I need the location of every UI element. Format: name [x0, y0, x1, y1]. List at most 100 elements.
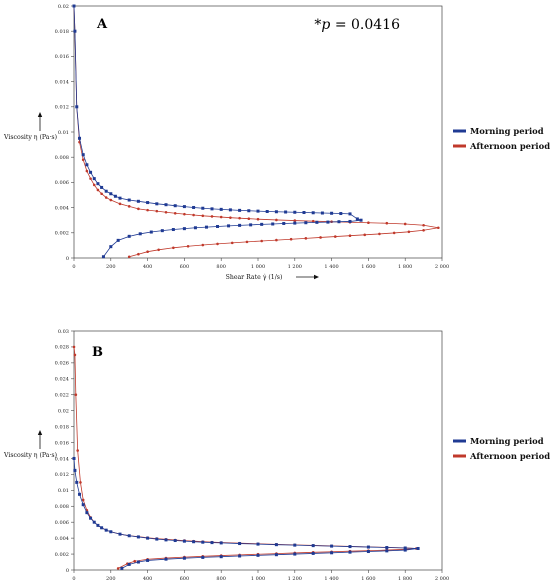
data-point-morning: [330, 544, 334, 548]
data-point-morning: [101, 255, 105, 259]
y-tick-label: 0.02: [58, 4, 69, 10]
data-point-morning: [146, 536, 150, 540]
y-tick-label: 0.01: [58, 130, 69, 136]
data-point-morning: [104, 189, 108, 193]
data-point-morning: [136, 560, 140, 564]
data-point-morning: [403, 546, 407, 550]
data-point-morning: [78, 492, 82, 496]
data-point-morning: [228, 208, 232, 212]
y-axis-arrowhead: [37, 112, 43, 117]
y-tick-label: 0.006: [55, 180, 69, 186]
data-point-morning: [201, 555, 205, 559]
x-axis-label: Shear Rate γ̇ (1/s): [226, 274, 283, 281]
data-point-afternoon: [367, 221, 370, 225]
data-point-afternoon: [422, 223, 425, 227]
panel-label: B: [92, 345, 103, 360]
data-point-afternoon: [85, 169, 89, 173]
data-point-morning: [75, 480, 79, 484]
x-tick-label: 1 800: [398, 264, 412, 270]
data-point-morning: [182, 227, 186, 231]
data-point-morning: [348, 212, 352, 216]
data-point-morning: [92, 177, 96, 181]
data-point-morning: [366, 550, 370, 554]
data-point-morning: [96, 182, 100, 186]
data-point-afternoon: [133, 559, 137, 563]
data-point-afternoon: [319, 236, 322, 239]
data-point-afternoon: [245, 240, 249, 244]
data-point-afternoon: [385, 221, 389, 225]
y-tick-label: 0.016: [55, 54, 69, 60]
legend-label-afternoon: Afternoon period: [469, 451, 550, 461]
data-point-morning: [155, 202, 159, 206]
data-point-morning: [127, 534, 131, 538]
data-point-morning: [385, 546, 389, 550]
data-point-afternoon: [109, 198, 113, 202]
data-point-afternoon: [127, 205, 131, 208]
y-tick-label: 0: [66, 256, 69, 262]
x-tick-label: 800: [216, 576, 226, 582]
data-point-morning: [238, 223, 242, 227]
data-point-afternoon: [104, 196, 108, 199]
plot-frame: [73, 330, 443, 571]
data-point-afternoon: [79, 481, 82, 484]
x-tick-label: 1 400: [324, 576, 338, 582]
data-point-afternoon: [311, 219, 315, 223]
data-point-morning: [182, 539, 186, 543]
x-tick-label: 0: [72, 264, 75, 270]
chart-panel-A: 0 0.002 0.004 0.006 0.008 0.01 0.012 0.014 0.016…: [3, 4, 550, 281]
p-value-annotation: *p = 0.0416: [314, 17, 400, 33]
data-point-afternoon: [146, 208, 149, 212]
data-point-morning: [227, 224, 231, 228]
data-point-morning: [219, 541, 223, 545]
data-point-afternoon: [238, 216, 241, 220]
y-tick-label: 0.002: [55, 231, 69, 237]
data-point-morning: [403, 548, 407, 552]
data-point-afternoon: [293, 219, 297, 222]
data-point-morning: [118, 532, 122, 536]
data-point-morning: [311, 211, 315, 215]
data-point-morning: [315, 220, 319, 224]
data-point-afternoon: [74, 393, 78, 397]
data-point-afternoon: [155, 209, 159, 213]
data-point-morning: [171, 228, 175, 232]
x-tick-label: 200: [106, 576, 116, 582]
data-point-morning: [256, 553, 260, 557]
data-point-morning: [274, 210, 278, 214]
data-point-morning: [271, 222, 275, 226]
data-point-afternoon: [363, 233, 367, 237]
data-point-afternoon: [157, 248, 160, 252]
data-point-morning: [127, 562, 131, 566]
data-point-afternoon: [127, 255, 131, 259]
y-tick-label: 0.024: [55, 377, 69, 383]
p-value-symbol: p: [321, 17, 330, 33]
y-tick-label: 0.004: [55, 536, 69, 542]
data-point-morning: [416, 546, 420, 550]
y-tick-label: 0.016: [55, 440, 69, 446]
data-point-morning: [320, 211, 324, 215]
data-point-morning: [136, 199, 140, 203]
data-point-morning: [247, 209, 251, 213]
data-point-afternoon: [172, 246, 175, 250]
data-point-morning: [330, 211, 334, 215]
data-point-morning: [326, 220, 330, 224]
data-point-morning: [75, 105, 79, 109]
data-point-morning: [118, 196, 122, 200]
data-point-morning: [238, 554, 242, 558]
data-point-afternoon: [92, 183, 96, 187]
data-point-morning: [160, 229, 164, 233]
data-point-morning: [330, 551, 334, 555]
data-point-afternoon: [201, 243, 205, 247]
data-point-afternoon: [392, 231, 396, 235]
y-axis-label: Viscosity η (Pa·s): [3, 134, 57, 141]
chart-panel-B: 0 0.002 0.004 0.006 0.008 0.01 0.012 0.014 0.016…: [3, 329, 550, 582]
data-point-morning: [173, 204, 177, 208]
data-point-morning: [113, 194, 117, 198]
p-value-star: *: [314, 17, 321, 33]
series-line-morning: [73, 5, 362, 257]
x-tick-label: 1 400: [324, 264, 338, 270]
x-tick-label: 1 800: [398, 576, 412, 582]
y-tick-label: 0.004: [55, 205, 69, 211]
data-point-afternoon: [76, 449, 79, 452]
data-point-afternoon: [229, 216, 232, 219]
